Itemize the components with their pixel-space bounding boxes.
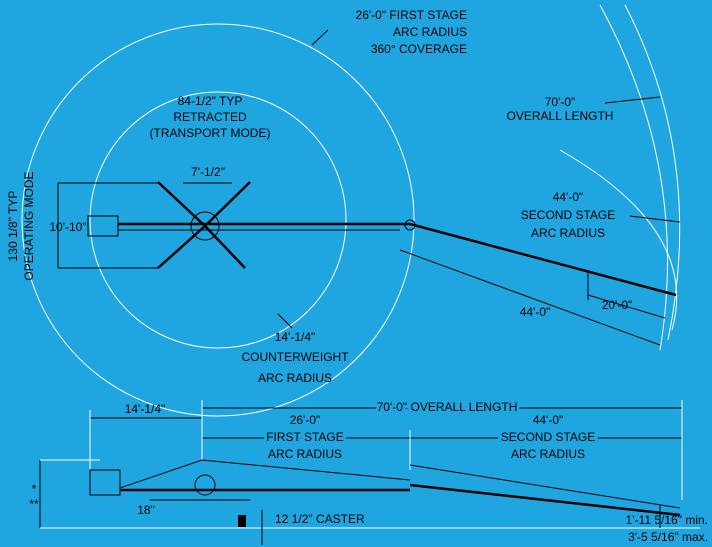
- label: ARC RADIUS: [531, 226, 605, 240]
- label: OVERALL LENGTH: [507, 109, 614, 123]
- label: 1'-11 5/16" min.: [626, 513, 708, 527]
- label: SECOND STAGE: [521, 208, 615, 222]
- label: 26'-0" FIRST STAGE: [356, 8, 467, 22]
- label: 12 1/2" CASTER: [275, 512, 365, 526]
- label: RETRACTED: [173, 110, 247, 124]
- label: 20'-0": [602, 298, 633, 312]
- label: ARC RADIUS: [258, 371, 332, 385]
- label: 3'-5 5/16" max.: [628, 530, 708, 544]
- label: OPERATING MODE: [22, 171, 36, 280]
- label: ARC RADIUS: [511, 447, 585, 461]
- diagram: 26'-0" FIRST STAGE ARC RADIUS 360° COVER…: [0, 0, 712, 547]
- label: ARC RADIUS: [268, 447, 342, 461]
- label: 14'-1/4": [275, 330, 316, 344]
- label: 44'-0": [520, 305, 551, 319]
- label: COUNTERWEIGHT: [241, 350, 349, 364]
- note: *: [32, 482, 37, 496]
- label: 18": [137, 503, 155, 517]
- label: 360° COVERAGE: [371, 42, 467, 56]
- label: 44'-0": [553, 190, 584, 204]
- background: [0, 0, 712, 547]
- label: 70'-0": [545, 95, 576, 109]
- label: 26'-0": [290, 413, 321, 427]
- label: 70'-0" OVERALL LENGTH: [377, 400, 518, 414]
- label: FIRST STAGE: [266, 430, 344, 444]
- label: ARC RADIUS: [393, 25, 467, 39]
- label: 7'-1/2": [191, 165, 225, 179]
- label: SECOND STAGE: [501, 430, 595, 444]
- label: 84-1/2" TYP: [178, 94, 243, 108]
- label: 10'-10": [49, 220, 86, 234]
- note: **: [29, 497, 39, 511]
- caster: [238, 515, 246, 527]
- label: 14'-1/4": [125, 402, 166, 416]
- label: 44'-0": [533, 413, 564, 427]
- label: 130 1/8" TYP: [6, 191, 20, 262]
- label: (TRANSPORT MODE): [150, 126, 271, 140]
